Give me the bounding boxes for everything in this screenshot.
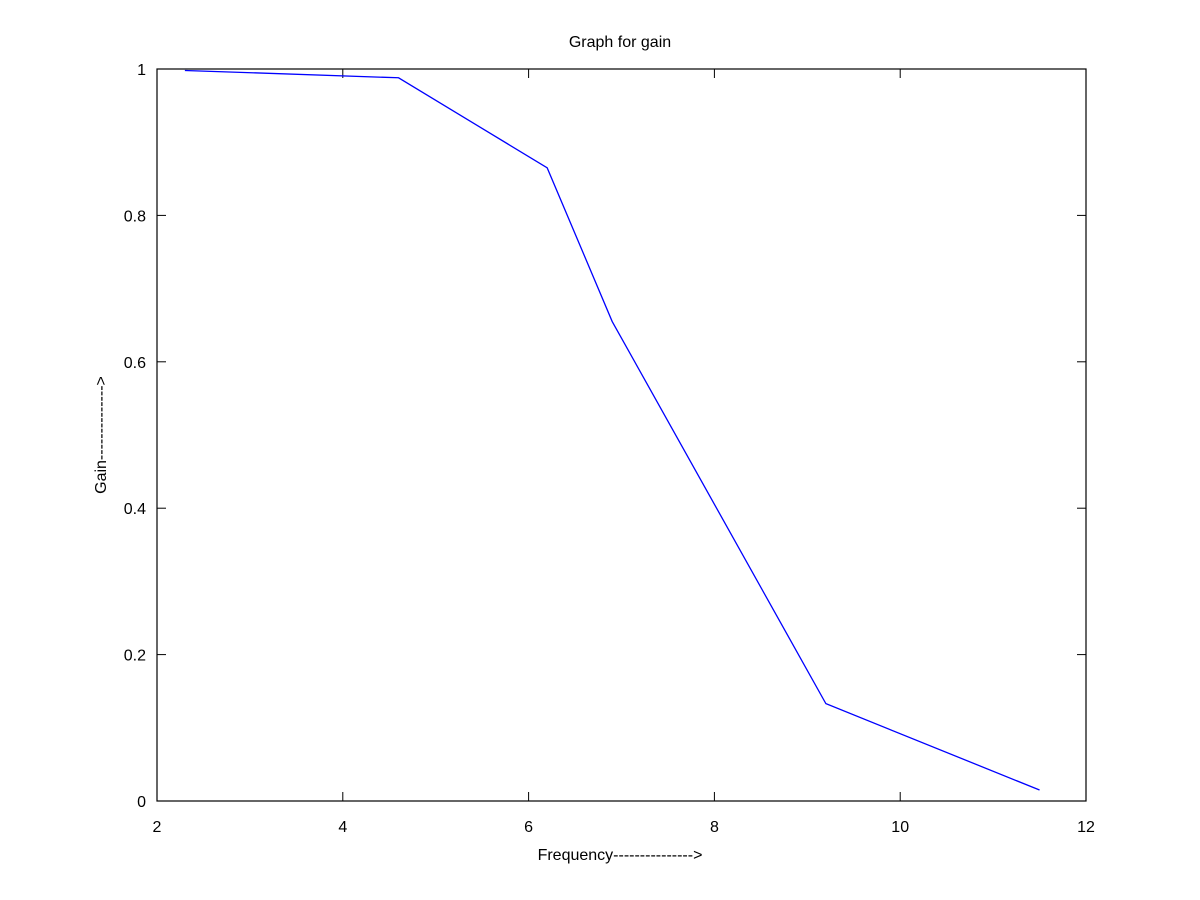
y-tick-label: 0.8 bbox=[124, 208, 146, 225]
tick-labels-layer: 2 4 6 8 10 12 0 0.2 0.4 0.6 0.8 1 bbox=[124, 62, 1095, 836]
plot-frame bbox=[156, 68, 1087, 802]
x-tick-label: 10 bbox=[891, 819, 909, 836]
x-tick-label: 12 bbox=[1077, 819, 1095, 836]
series-layer bbox=[184, 69, 1040, 791]
y-tick-label: 0.4 bbox=[124, 501, 146, 518]
x-tick-label: 2 bbox=[153, 819, 162, 836]
gain-series-line bbox=[184, 69, 1040, 791]
chart-title: Graph for gain bbox=[569, 34, 671, 51]
y-tick-label: 0 bbox=[137, 794, 146, 811]
x-tick-label: 4 bbox=[338, 819, 347, 836]
x-tick-label: 8 bbox=[710, 819, 719, 836]
ticks-layer bbox=[156, 68, 1087, 802]
y-tick-label: 0.6 bbox=[124, 355, 146, 372]
x-tick-label: 6 bbox=[524, 819, 533, 836]
y-axis-label: Gain--------------> bbox=[93, 376, 110, 494]
y-tick-label: 0.2 bbox=[124, 648, 146, 665]
y-tick-label: 1 bbox=[137, 62, 146, 79]
x-axis-label: Frequency---------------> bbox=[538, 847, 703, 864]
